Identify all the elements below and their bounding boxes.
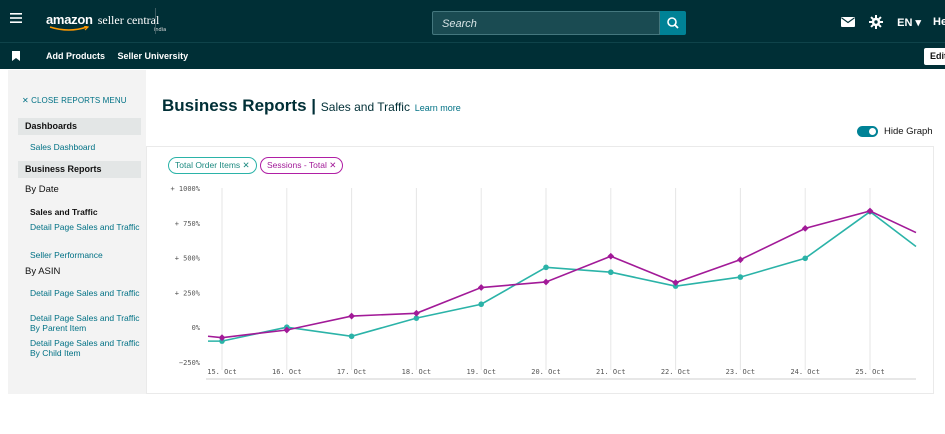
sidebar-item-asin-detail-page-sales-traffic[interactable]: Detail Page Sales and Traffic (30, 288, 140, 298)
bookmark-add-products[interactable]: Add Products (46, 51, 106, 61)
series-point-1 (283, 326, 291, 334)
sidebar-group-by-asin: By ASIN (25, 266, 61, 277)
x-tick-label: 25. Oct (855, 368, 885, 376)
edit-bookmarks-button[interactable]: Edit (924, 48, 945, 65)
amazon-smile-icon (49, 26, 89, 31)
bookmark-links: Add Products Seller University (46, 51, 198, 61)
series-point-0 (608, 269, 614, 276)
bookmark-seller-university[interactable]: Seller University (117, 51, 189, 61)
series-point-0 (737, 274, 744, 280)
gear-icon[interactable] (869, 15, 884, 29)
hide-graph-label: Hide Graph (884, 126, 933, 137)
x-tick-label: 24. Oct (790, 368, 820, 376)
hamburger-icon[interactable] (10, 11, 24, 27)
search-icon (667, 17, 679, 29)
logo-divider (155, 8, 156, 34)
sidebar-heading-business-reports: Business Reports (18, 161, 141, 178)
hide-graph-toggle[interactable] (857, 126, 878, 137)
header-actions: EN ▾ Help (841, 12, 945, 32)
series-point-0 (672, 283, 679, 289)
series-point-0 (348, 333, 355, 340)
series-point-0 (543, 264, 549, 271)
amazon-seller-central-logo[interactable]: amazon seller central india (46, 9, 166, 35)
x-tick-label: 19. Oct (466, 368, 496, 376)
logo-region-text: india (154, 27, 167, 33)
x-tick-label: 23. Oct (726, 368, 756, 376)
y-tick-label: + 250% (175, 289, 201, 297)
x-tick-label: 22. Oct (661, 368, 691, 376)
y-tick-label: −250% (179, 359, 201, 367)
y-tick-label: + 500% (175, 255, 201, 263)
logo-seller-central-text: seller central (97, 13, 160, 27)
x-tick-label: 16. Oct (272, 368, 302, 376)
y-tick-label: + 1000% (170, 185, 200, 193)
x-tick-label: 21. Oct (596, 368, 626, 376)
x-tick-label: 18. Oct (402, 368, 432, 376)
bookmark-icon[interactable] (12, 51, 20, 61)
series-point-1 (737, 256, 744, 264)
series-point-0 (478, 301, 485, 308)
series-point-1 (607, 252, 615, 260)
series-point-0 (802, 255, 808, 262)
sidebar-item-sales-dashboard[interactable]: Sales Dashboard (30, 142, 96, 152)
bookmarks-bar: Add Products Seller University Edit (0, 42, 945, 69)
y-tick-label: 0% (192, 324, 201, 332)
reports-sidebar: ✕ CLOSE REPORTS MENU Dashboards Sales Da… (8, 70, 146, 394)
x-tick-label: 20. Oct (531, 368, 561, 376)
metric-chip-sessions-total[interactable]: Sessions - Total ✕ (260, 157, 344, 174)
logo-amazon-text: amazon (46, 12, 93, 27)
top-navigation-bar: amazon seller central india EN ▾ Help (0, 0, 945, 42)
series-point-1 (413, 309, 420, 317)
page-title-text: Business Reports (162, 96, 307, 115)
y-tick-label: + 750% (175, 220, 201, 228)
x-tick-label: 15. Oct (207, 368, 237, 376)
learn-more-link[interactable]: Learn more (414, 103, 461, 113)
toggle-knob (869, 128, 876, 135)
page-title: Business Reports | Sales and Traffic Lea… (162, 96, 461, 116)
metric-chip-total-order-items[interactable]: Total Order Items ✕ (168, 157, 257, 174)
search-button[interactable] (660, 11, 686, 35)
page-subtitle: Sales and Traffic (320, 100, 410, 114)
search-input[interactable] (433, 13, 659, 35)
series-point-1 (348, 312, 355, 320)
language-selector[interactable]: EN ▾ (897, 16, 921, 29)
sales-traffic-line-chart: + 1000% + 750% + 500% + 250% 0% −250% 15. Oct 1… (170, 185, 917, 380)
series-point-0 (413, 315, 420, 321)
sidebar-item-sales-and-traffic[interactable]: Sales and Traffic (30, 207, 98, 217)
series-point-0 (219, 338, 225, 344)
help-link[interactable]: Help (933, 16, 945, 28)
sidebar-item-detail-page-sales-traffic[interactable]: Detail Page Sales and Traffic (30, 222, 140, 232)
series-line-1 (207, 210, 917, 339)
search-box[interactable] (432, 11, 660, 35)
mail-icon[interactable] (841, 17, 856, 27)
sidebar-item-seller-performance[interactable]: Seller Performance (30, 250, 103, 260)
title-separator: | (311, 96, 317, 115)
sidebar-item-asin-by-parent-item[interactable]: Detail Page Sales and Traffic By Parent … (30, 313, 140, 333)
series-point-1 (542, 278, 550, 286)
sidebar-item-asin-by-child-item[interactable]: Detail Page Sales and Traffic By Child I… (30, 338, 140, 358)
series-point-1 (801, 224, 809, 232)
close-reports-menu-link[interactable]: ✕ CLOSE REPORTS MENU (22, 96, 127, 105)
series-point-1 (477, 284, 485, 291)
sidebar-heading-dashboards: Dashboards (18, 118, 141, 135)
sidebar-group-by-date: By Date (25, 184, 59, 195)
x-tick-label: 17. Oct (337, 368, 367, 376)
